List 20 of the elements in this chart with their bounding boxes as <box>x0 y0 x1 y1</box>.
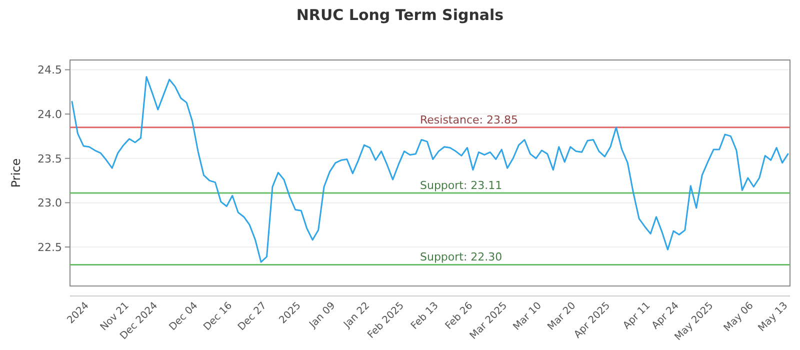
y-tick-label: 24.0 <box>38 108 62 122</box>
x-tick-label: Jan 22 <box>341 300 372 331</box>
y-axis-title: Price <box>9 158 23 188</box>
chart-title: NRUC Long Term Signals <box>296 6 504 24</box>
y-tick-label: 23.0 <box>38 196 62 210</box>
x-tick-label: Dec 04 <box>167 300 200 334</box>
x-tick-label: Dec 27 <box>236 300 269 334</box>
x-tick-label: Jan 09 <box>306 300 338 331</box>
y-tick-label: 23.5 <box>38 152 62 166</box>
line-series <box>71 76 789 263</box>
x-tick-label: Mar 10 <box>511 300 544 333</box>
x-tick-label: Apr 24 <box>650 300 682 332</box>
x-tick-label: Apr 11 <box>621 300 653 332</box>
ref-line-label: Support: 23.11 <box>420 178 502 192</box>
ref-line-label: Support: 22.30 <box>420 250 502 264</box>
ref-line-label: Resistance: 23.85 <box>420 113 518 126</box>
y-tick-label: 24.5 <box>38 64 62 77</box>
x-tick-label: Dec 16 <box>202 300 235 334</box>
x-tick-label: Feb 13 <box>409 300 441 332</box>
y-tick-label: 22.5 <box>38 241 62 254</box>
